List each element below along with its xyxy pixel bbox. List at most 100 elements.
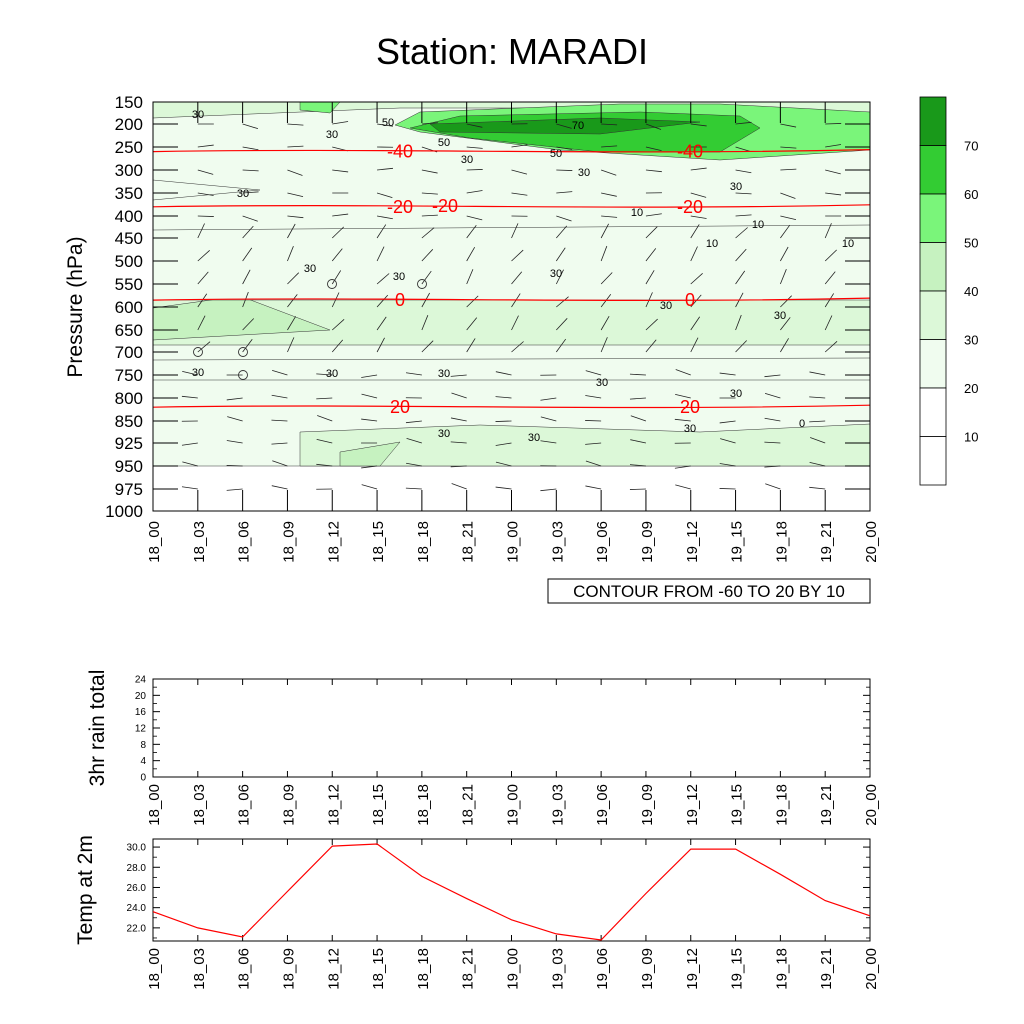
wind-barb — [735, 169, 752, 174]
wind-barb — [421, 270, 432, 285]
wind-barb — [690, 246, 698, 262]
y-tick-label: 700 — [115, 343, 143, 362]
red-contour-label: 20 — [680, 397, 700, 417]
x-tick-label: 19_03 — [549, 948, 566, 990]
wind-barb — [405, 420, 422, 424]
red-contour-label: -40 — [387, 142, 413, 162]
wind-barb — [540, 440, 557, 444]
wind-barb — [377, 167, 394, 171]
wind-barb — [585, 370, 602, 376]
wind-barb — [735, 192, 752, 195]
y-tick-label: 4 — [140, 756, 146, 767]
x-tick-label: 19_12 — [684, 521, 701, 563]
wind-barb — [466, 215, 483, 221]
calm-wind-circle — [417, 279, 427, 289]
y-tick-label: 24 — [135, 675, 147, 686]
wind-barb — [780, 192, 796, 199]
wind-barb — [495, 486, 512, 490]
wind-barb — [227, 416, 243, 422]
wind-barb — [495, 420, 512, 422]
red-contour-line — [152, 149, 871, 153]
colorbar-legend: 70 60 50 40 30 20 10 — [919, 96, 978, 486]
colorbar-box — [919, 436, 947, 486]
contour-label: 30 — [438, 428, 450, 440]
wind-barb — [197, 192, 214, 196]
wind-barb — [242, 191, 259, 194]
wind-barb — [764, 417, 781, 422]
shade-region — [429, 117, 701, 135]
y-tick-label: 200 — [115, 115, 143, 134]
wind-barb — [181, 442, 198, 446]
wind-barb — [332, 213, 349, 217]
x-tick-label: 18_12 — [325, 784, 342, 826]
red-contour-label: 0 — [685, 290, 695, 310]
wind-barb — [287, 294, 298, 308]
contour-label: 10 — [706, 238, 718, 250]
x-tick-label: 20_00 — [863, 784, 880, 826]
wind-barb — [780, 295, 792, 308]
x-tick-label: 18_06 — [236, 948, 253, 990]
wind-barb — [540, 397, 557, 401]
x-tick-label: 19_03 — [549, 521, 566, 563]
wind-barb — [601, 192, 617, 197]
wind-barb — [511, 169, 528, 175]
contour-label: 70 — [572, 120, 584, 132]
wind-barb — [181, 486, 198, 490]
y-tick-label: 450 — [115, 229, 143, 248]
calm-wind-circle — [238, 370, 248, 380]
wind-barb — [495, 371, 512, 376]
wind-barb — [735, 121, 752, 125]
wind-barb — [242, 338, 253, 353]
wind-barb — [197, 249, 210, 262]
wind-barb — [226, 397, 243, 401]
wind-barb — [511, 144, 528, 148]
wind-barb — [361, 418, 378, 422]
wind-barb — [645, 213, 662, 217]
wind-barb — [735, 340, 747, 353]
wind-barb — [511, 315, 519, 331]
wind-barb — [555, 338, 567, 353]
x-tick-label: 19_09 — [639, 948, 656, 990]
wind-barb — [450, 465, 467, 468]
wind-barb — [825, 169, 841, 175]
wind-barb — [780, 146, 797, 149]
y-tick-label: 24.0 — [127, 903, 147, 914]
wind-barb — [824, 223, 832, 239]
wind-barb — [690, 215, 707, 219]
wind-barb — [287, 246, 294, 262]
wind-barb — [780, 317, 791, 331]
wind-barb — [406, 462, 422, 467]
wind-barb — [197, 144, 214, 148]
red-contour-label: -20 — [677, 197, 703, 217]
wind-barb — [556, 318, 568, 331]
wind-barb — [316, 439, 333, 444]
wind-barb — [719, 372, 736, 376]
x-tick-label: 18_03 — [191, 784, 208, 826]
wind-barb — [421, 122, 438, 125]
shade-region — [152, 224, 871, 301]
wind-barb — [197, 271, 209, 285]
wind-barb — [780, 168, 797, 171]
y-tick-label: 800 — [115, 389, 143, 408]
wind-barb — [242, 318, 255, 331]
contour-caption-box — [547, 578, 871, 604]
wind-barb — [272, 460, 288, 467]
wind-barb — [287, 145, 304, 148]
wind-barb — [331, 292, 340, 308]
wind-barb — [824, 315, 833, 331]
red-contour-label: -40 — [677, 142, 703, 162]
wind-barb — [825, 144, 842, 148]
wind-barb — [511, 223, 519, 239]
wind-barb — [690, 316, 701, 331]
y-tick-label: 150 — [115, 93, 143, 112]
x-tick-label: 18_21 — [460, 521, 477, 563]
wind-barb — [287, 123, 304, 126]
wind-barb — [735, 227, 748, 239]
contour-label: 30 — [304, 263, 316, 275]
rain-frame — [152, 678, 871, 778]
calm-wind-circle — [193, 347, 203, 357]
wind-barb — [780, 224, 791, 239]
y-tick-label: 26.0 — [127, 883, 147, 894]
wind-barb — [690, 272, 703, 285]
